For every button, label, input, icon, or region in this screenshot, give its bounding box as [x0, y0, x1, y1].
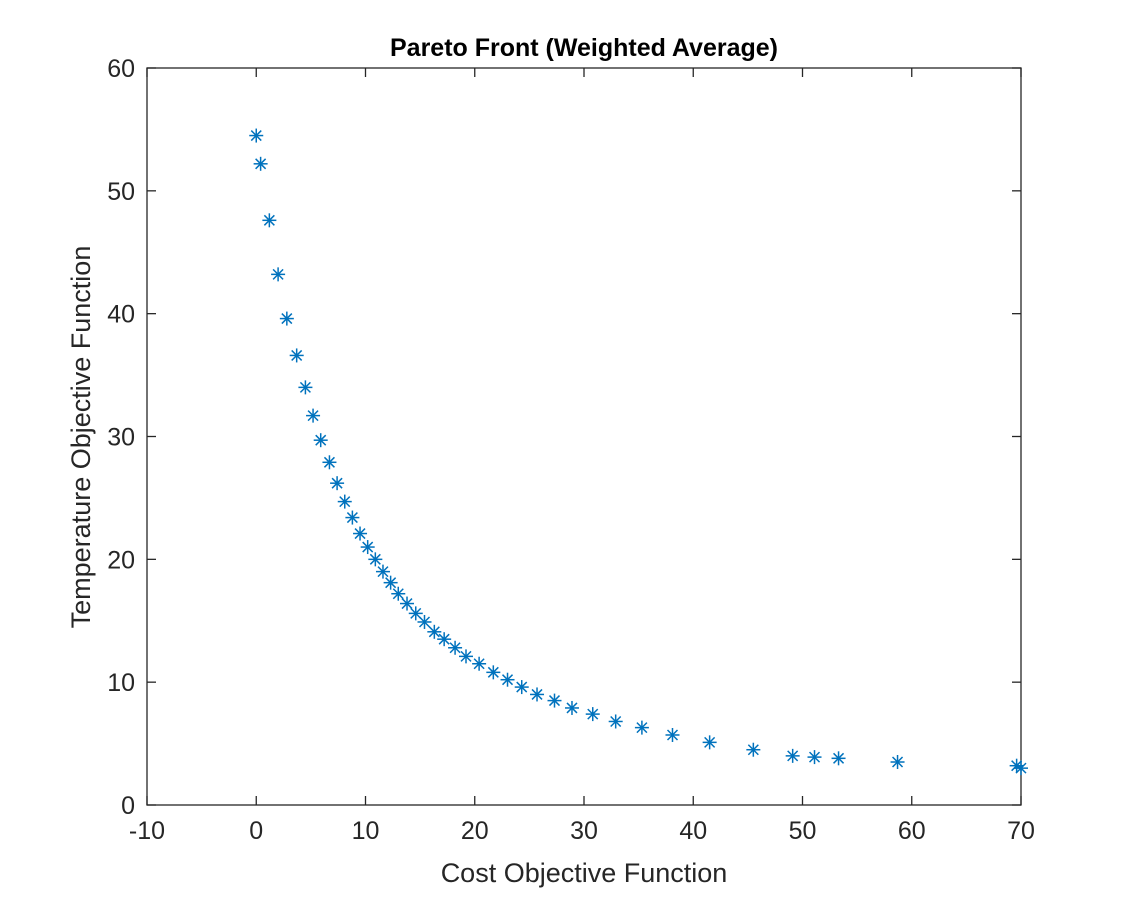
data-point [391, 586, 406, 601]
data-point [271, 267, 286, 282]
y-tick-label: 20 [107, 546, 135, 574]
data-point [427, 624, 442, 639]
y-tick-label: 10 [107, 669, 135, 697]
x-tick-label: 60 [898, 817, 926, 845]
data-point [785, 748, 800, 763]
data-point [313, 433, 328, 448]
data-point [249, 128, 264, 143]
data-point [417, 614, 432, 629]
data-point [360, 540, 375, 555]
data-point [746, 742, 761, 757]
data-point [459, 649, 474, 664]
data-point [262, 213, 277, 228]
data-point [330, 476, 345, 491]
x-tick-label: 10 [352, 817, 380, 845]
y-tick-label: 40 [107, 301, 135, 329]
data-point [337, 494, 352, 509]
data-point [353, 526, 368, 541]
x-tick-label: 70 [1007, 817, 1035, 845]
data-point [831, 751, 846, 766]
data-point [448, 640, 463, 655]
x-tick-label: -10 [129, 817, 165, 845]
data-point [298, 380, 313, 395]
data-point [547, 693, 562, 708]
data-point [1014, 761, 1028, 776]
data-point [634, 720, 649, 735]
chart-title: Pareto Front (Weighted Average) [390, 34, 778, 62]
data-point [345, 510, 360, 525]
y-tick-label: 0 [121, 792, 135, 820]
data-point [890, 755, 905, 770]
x-tick-label: 40 [679, 817, 707, 845]
data-point [514, 680, 529, 695]
data-point [368, 552, 383, 567]
data-point [530, 687, 545, 702]
data-point [383, 575, 398, 590]
data-points [249, 128, 1028, 776]
x-tick-label: 50 [789, 817, 817, 845]
data-point [807, 750, 822, 765]
data-point [437, 632, 452, 647]
data-point [408, 606, 423, 621]
y-tick-label: 30 [107, 424, 135, 452]
x-tick-label: 30 [570, 817, 598, 845]
data-point [253, 156, 268, 171]
data-point [608, 714, 623, 729]
y-tick-label: 60 [107, 55, 135, 83]
y-axis-label: Temperature Objective Function [66, 246, 96, 629]
data-point [500, 672, 515, 687]
data-point [585, 707, 600, 722]
data-point [289, 348, 304, 363]
data-point [564, 700, 579, 715]
data-point [702, 735, 717, 750]
data-point [306, 408, 321, 423]
data-point [472, 656, 487, 671]
x-tick-label: 20 [461, 817, 489, 845]
x-tick-label: 0 [249, 817, 263, 845]
data-point [486, 665, 501, 680]
y-tick-label: 50 [107, 178, 135, 206]
data-point [322, 455, 337, 470]
data-point [665, 727, 680, 742]
data-point [375, 564, 390, 579]
x-axis-label: Cost Objective Function [441, 858, 728, 888]
data-point [279, 311, 294, 326]
data-point [400, 596, 415, 611]
axes-box [146, 67, 1022, 806]
